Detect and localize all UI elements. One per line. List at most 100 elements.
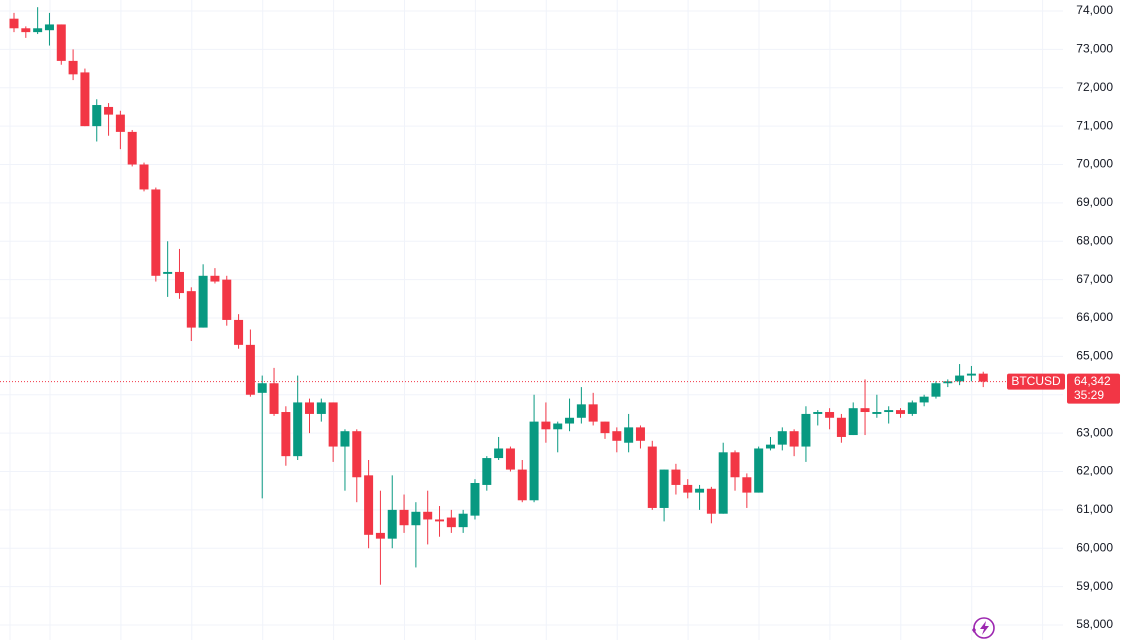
candle-body bbox=[423, 511, 433, 520]
candle-body bbox=[600, 421, 610, 434]
y-tick-label: 60,000 bbox=[1076, 540, 1113, 554]
last-price-label: 64,342 bbox=[1074, 374, 1111, 388]
symbol-label: BTCUSD bbox=[1011, 374, 1061, 388]
candle-body bbox=[458, 513, 468, 528]
candle-body bbox=[541, 421, 551, 430]
candle-body bbox=[695, 488, 705, 493]
candle-body bbox=[269, 383, 279, 414]
candle-body bbox=[234, 319, 244, 345]
candle-body bbox=[305, 402, 314, 414]
candle-body bbox=[624, 427, 634, 443]
y-tick-label: 71,000 bbox=[1076, 118, 1113, 132]
candle-body bbox=[399, 509, 409, 526]
candle-body bbox=[919, 396, 929, 403]
candle-body bbox=[505, 448, 515, 470]
y-tick-label: 67,000 bbox=[1076, 272, 1113, 286]
y-tick-label: 73,000 bbox=[1076, 42, 1113, 56]
y-tick-label: 70,000 bbox=[1076, 157, 1113, 171]
candle-body bbox=[978, 373, 988, 382]
candle-body bbox=[659, 469, 669, 508]
candle-body bbox=[198, 275, 208, 328]
candle-body bbox=[482, 458, 492, 485]
candle-body bbox=[647, 446, 657, 508]
candle-body bbox=[470, 483, 480, 516]
candle-body bbox=[765, 444, 775, 449]
candle-body bbox=[222, 279, 232, 320]
candle-body bbox=[44, 24, 54, 31]
candle-body bbox=[813, 412, 823, 414]
candle-body bbox=[896, 410, 905, 414]
candle-body bbox=[364, 475, 374, 535]
y-tick-label: 68,000 bbox=[1076, 233, 1113, 247]
candle-body bbox=[21, 28, 31, 33]
candle-body bbox=[565, 417, 575, 424]
y-tick-label: 59,000 bbox=[1076, 579, 1113, 593]
y-tick-label: 72,000 bbox=[1076, 80, 1113, 94]
candle-body bbox=[683, 484, 693, 493]
candle-body bbox=[411, 511, 421, 526]
candle-body bbox=[517, 469, 527, 501]
candle-body bbox=[801, 413, 811, 447]
candle-body bbox=[387, 509, 397, 539]
candle-body bbox=[706, 488, 716, 514]
candle-body bbox=[446, 517, 456, 528]
candle-body bbox=[966, 373, 976, 376]
candle-body bbox=[92, 105, 102, 127]
candle-body bbox=[742, 477, 752, 493]
candle-body bbox=[375, 532, 385, 539]
candle-body bbox=[115, 114, 125, 132]
candle-body bbox=[860, 408, 870, 413]
y-tick-label: 65,000 bbox=[1076, 349, 1113, 363]
candle-body bbox=[789, 431, 799, 447]
y-tick-label: 58,000 bbox=[1076, 617, 1113, 631]
candle-body bbox=[553, 423, 563, 430]
stellar-icon bbox=[972, 617, 995, 639]
price-tag bbox=[1067, 373, 1120, 404]
candle-body bbox=[257, 383, 267, 393]
y-tick-label: 61,000 bbox=[1076, 502, 1113, 516]
candle-body bbox=[139, 164, 149, 190]
candle-body bbox=[127, 131, 137, 165]
candle-body bbox=[825, 412, 835, 418]
candle-body bbox=[872, 412, 882, 414]
symbol-tag bbox=[1007, 373, 1065, 390]
candle-body bbox=[777, 431, 787, 445]
candle-body bbox=[671, 469, 681, 485]
candle-body bbox=[588, 404, 598, 422]
candle-body bbox=[151, 189, 161, 276]
y-tick-label: 62,000 bbox=[1076, 464, 1113, 478]
candle-body bbox=[907, 402, 917, 414]
candle-body bbox=[435, 519, 445, 522]
y-tick-label: 74,000 bbox=[1076, 3, 1113, 17]
candle-body bbox=[955, 375, 965, 382]
candle-body bbox=[352, 431, 362, 478]
candle-body bbox=[494, 448, 504, 459]
countdown-label: 35:29 bbox=[1074, 388, 1104, 402]
candle-body bbox=[730, 452, 740, 478]
y-tick-label: 63,000 bbox=[1076, 425, 1113, 439]
candle-body bbox=[245, 344, 255, 395]
candle-body bbox=[943, 381, 953, 384]
candle-body bbox=[340, 431, 350, 447]
candle-body bbox=[293, 402, 303, 457]
candle-body bbox=[68, 60, 78, 75]
candle-body bbox=[884, 410, 894, 413]
candle-body bbox=[931, 383, 941, 397]
candle-body bbox=[163, 271, 173, 274]
candle-body bbox=[56, 24, 66, 61]
y-tick-label: 66,000 bbox=[1076, 310, 1113, 324]
candle-body bbox=[174, 271, 184, 294]
candle-body bbox=[718, 452, 728, 514]
candle-body bbox=[635, 427, 645, 441]
candle-body bbox=[836, 417, 846, 437]
y-tick-label: 69,000 bbox=[1076, 195, 1113, 209]
candle-body bbox=[210, 275, 220, 282]
candle-body bbox=[754, 448, 764, 493]
candle-body bbox=[9, 18, 19, 29]
candle-body bbox=[328, 402, 338, 447]
candle-body bbox=[848, 408, 858, 436]
candle-body bbox=[281, 412, 291, 457]
candle-body bbox=[186, 291, 196, 328]
